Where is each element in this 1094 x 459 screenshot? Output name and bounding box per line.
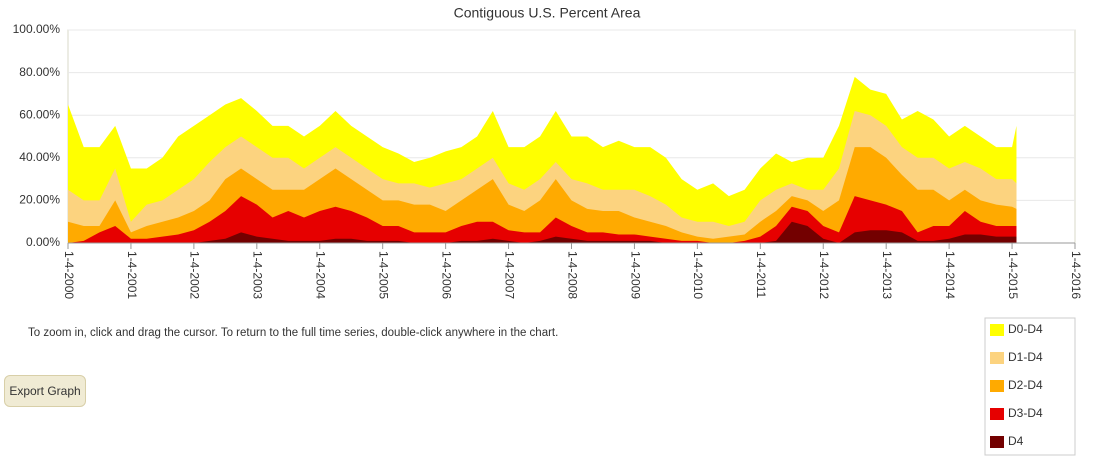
legend-swatch [990,408,1004,420]
legend-swatch [990,380,1004,392]
x-tick-label: 1-4-2008 [565,251,579,299]
y-tick-label: 0.00% [26,235,60,249]
x-tick-label: 1-4-2005 [377,251,391,299]
legend-swatch [990,324,1004,336]
y-tick-label: 100.00% [13,22,61,36]
y-tick-label: 40.00% [19,150,60,164]
export-button[interactable]: Export Graph [4,375,86,407]
x-tick-label: 1-4-2002 [188,251,202,299]
legend-label: D1-D4 [1008,350,1043,364]
legend-label: D0-D4 [1008,322,1043,336]
x-tick-label: 1-4-2004 [314,251,328,299]
y-tick-label: 60.00% [19,107,60,121]
legend-swatch [990,436,1004,448]
chart-title: Contiguous U.S. Percent Area [454,5,641,21]
x-tick-label: 1-4-2010 [691,251,705,299]
legend-label: D4 [1008,434,1024,448]
legend-swatch [990,352,1004,364]
x-tick-label: 1-4-2000 [62,251,76,299]
x-tick-label: 1-4-2014 [943,251,957,299]
x-tick-label: 1-4-2012 [817,251,831,299]
hint-text: To zoom in, click and drag the cursor. T… [28,327,558,339]
x-tick-label: 1-4-2009 [628,251,642,299]
x-tick-label: 1-4-2015 [1006,251,1020,299]
x-tick-label: 1-4-2011 [754,251,768,298]
legend-label: D3-D4 [1008,406,1043,420]
x-tick-label: 1-4-2001 [125,251,139,299]
area [68,196,1017,243]
x-tick-label: 1-4-2013 [880,251,894,299]
area [68,221,1017,243]
x-tick-label: 1-4-2003 [251,251,265,299]
legend-label: D2-D4 [1008,378,1043,392]
y-tick-label: 20.00% [19,193,60,207]
y-tick-label: 80.00% [19,65,60,79]
x-tick-label: 1-4-2007 [502,251,516,299]
x-tick-label: 1-4-2016 [1069,251,1083,299]
x-tick-label: 1-4-2006 [439,251,453,299]
